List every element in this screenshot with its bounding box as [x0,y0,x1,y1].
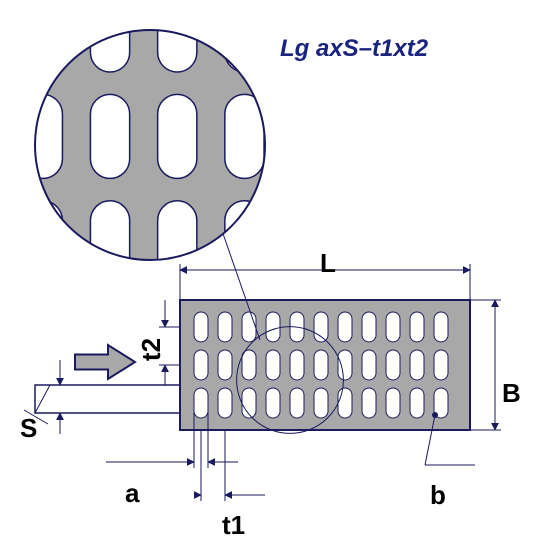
slot [194,312,208,342]
slot [218,388,232,418]
dim-label-B: B [502,378,521,409]
slot [290,388,304,418]
slot [410,350,424,380]
slot [194,350,208,380]
slot [410,312,424,342]
slot [218,350,232,380]
slot [386,312,400,342]
slot [362,388,376,418]
slot [386,350,400,380]
slot [242,350,256,380]
dim-label-b: b [430,480,446,511]
dim-label-a: a [125,478,139,509]
slot [314,312,328,342]
slot [314,350,328,380]
slot [362,312,376,342]
dim-label-L: L [320,248,336,279]
slot [338,388,352,418]
dim-label-t2: t2 [136,338,167,361]
slot [338,350,352,380]
slot [194,388,208,418]
slot [242,312,256,342]
sheet-edge [35,385,180,413]
slot [338,312,352,342]
slot [218,312,232,342]
slot [266,350,280,380]
formula-title: Lg axS–t1xt2 [280,35,428,63]
dim-label-t1: t1 [222,510,245,541]
slot [266,388,280,418]
slot [410,388,424,418]
slot [386,388,400,418]
slot [434,350,448,380]
dim-label-S: S [20,413,37,444]
slot [266,312,280,342]
feed-direction-arrow [75,345,135,379]
slot [290,350,304,380]
slot [434,312,448,342]
slot [362,350,376,380]
slot [314,388,328,418]
